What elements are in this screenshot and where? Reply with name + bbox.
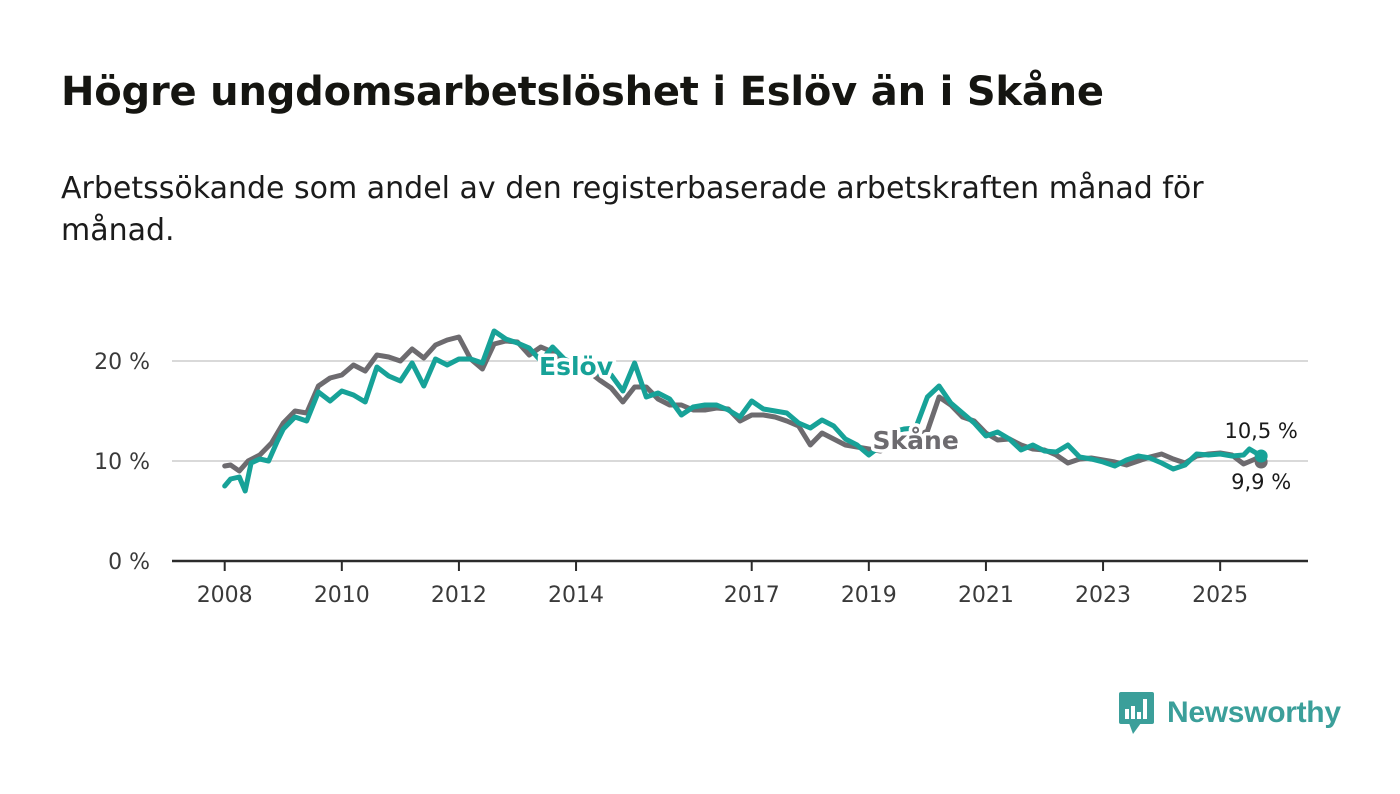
series-labels: Skåne Eslöv 9,9 % 10,5 % — [536, 349, 1301, 497]
skane-line — [222, 334, 1264, 474]
x-tick-label: 2019 — [841, 583, 897, 608]
x-tick-label: 2021 — [958, 583, 1014, 608]
page-title: Högre ungdomsarbetslöshet i Eslöv än i S… — [61, 69, 1104, 115]
x-tick-label: 2010 — [314, 583, 370, 608]
eslov-line — [222, 328, 1264, 494]
skane-end-value: 9,9 % — [1231, 470, 1291, 494]
eslov-end-value: 10,5 % — [1224, 419, 1297, 443]
x-tick-label: 2023 — [1075, 583, 1131, 608]
eslov-series-label: Eslöv — [539, 352, 613, 381]
y-tick-label: 20 % — [94, 350, 150, 375]
eslov-end-marker — [1254, 449, 1268, 463]
x-axis: 2008 2010 2012 2014 2017 2019 2021 2023 2025 — [172, 559, 1308, 608]
page-subtitle: Arbetssökande som andel av den registerb… — [61, 171, 1204, 248]
y-axis-ticks: 0 % 10 % 20 % — [94, 350, 150, 575]
skane-series-label: Skåne — [873, 426, 959, 455]
y-tick-label: 0 % — [108, 550, 150, 575]
x-tick-label: 2017 — [724, 583, 780, 608]
brand-name: Newsworthy — [1167, 696, 1341, 729]
newsworthy-logo: Newsworthy — [1118, 690, 1341, 736]
x-tick-label: 2008 — [197, 583, 253, 608]
x-tick-label: 2025 — [1192, 583, 1248, 608]
newsworthy-logo-icon — [1119, 692, 1154, 734]
x-tick-label: 2012 — [431, 583, 487, 608]
y-tick-label: 10 % — [94, 450, 150, 475]
x-tick-label: 2014 — [548, 583, 604, 608]
series-lines — [222, 328, 1268, 494]
